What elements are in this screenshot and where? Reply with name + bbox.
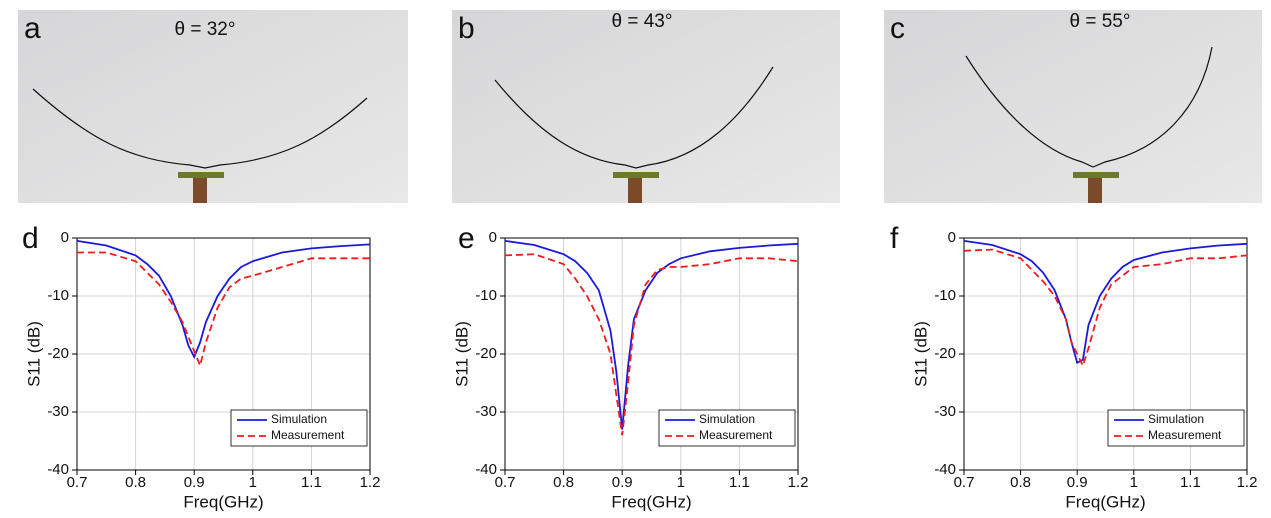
x-tick-label: 0.8 — [553, 474, 574, 491]
pcb — [178, 172, 224, 178]
connector — [1088, 178, 1102, 203]
legend-box — [658, 409, 796, 447]
antenna-wire — [494, 66, 774, 169]
legend-label: Simulation — [699, 412, 755, 426]
photo-b: b θ = 43° — [452, 10, 840, 203]
x-tick-label: 1 — [1130, 474, 1138, 491]
legend-box — [230, 409, 368, 447]
y-tick-label: -10 — [475, 287, 497, 304]
x-tick-label: 1.1 — [301, 474, 322, 491]
photo-background — [452, 10, 840, 203]
x-tick-label: 0.7 — [954, 474, 975, 491]
legend-label: Simulation — [1148, 412, 1204, 426]
legend-label: Measurement — [1148, 428, 1222, 442]
series-line — [504, 240, 799, 430]
y-axis-label: S11 (dB) — [452, 321, 471, 387]
panel-label: f — [890, 222, 899, 255]
photo-background — [18, 10, 408, 203]
pcb — [613, 172, 659, 178]
photo-caption: θ = 55° — [1070, 11, 1131, 32]
x-tick-label: 1 — [249, 474, 257, 491]
y-tick-label: -10 — [934, 287, 956, 304]
x-tick-label: 0.7 — [67, 474, 88, 491]
series-line — [504, 253, 799, 436]
y-tick-label: -20 — [934, 345, 956, 362]
photo-background — [884, 10, 1262, 203]
series-line — [76, 240, 371, 360]
y-tick-label: -30 — [475, 403, 497, 420]
photo-caption: θ = 43° — [612, 11, 673, 32]
antenna-wire — [965, 46, 1213, 168]
series-line — [963, 248, 1248, 368]
x-axis-label: Freq(GHz) — [1065, 492, 1145, 511]
panel-label: b — [458, 12, 475, 45]
plot-frame — [76, 237, 371, 471]
connector — [628, 178, 642, 203]
x-tick-label: 0.7 — [495, 474, 516, 491]
legend-label: Simulation — [271, 412, 327, 426]
x-tick-label: 1.1 — [729, 474, 750, 491]
connector — [193, 178, 207, 203]
x-tick-label: 0.9 — [612, 474, 633, 491]
y-tick-label: -40 — [934, 461, 956, 478]
x-tick-label: 1 — [677, 474, 685, 491]
y-tick-label: -30 — [47, 403, 69, 420]
x-tick-label: 1.2 — [1237, 474, 1258, 491]
y-tick-label: -10 — [47, 287, 69, 304]
x-tick-label: 0.9 — [1067, 474, 1088, 491]
x-tick-label: 0.9 — [184, 474, 205, 491]
y-axis-label: S11 (dB) — [24, 321, 43, 387]
chart: e 0.7 0.8 0.9 1 1.1 1.2 -40 -30 -20 -10 0 Freq(GHz) S… — [452, 222, 808, 512]
x-axis-label: Freq(GHz) — [611, 492, 691, 511]
x-tick-label: 1.1 — [1180, 474, 1201, 491]
x-tick-label: 1.2 — [788, 474, 809, 491]
photo-caption: θ = 32° — [175, 19, 236, 40]
chart: f 0.7 0.8 0.9 1 1.1 1.2 -40 -30 -20 -10 0 Freq(GHz) S… — [890, 222, 1257, 512]
series-line — [77, 251, 370, 369]
y-tick-label: -40 — [475, 461, 497, 478]
y-tick-label: -30 — [934, 403, 956, 420]
x-axis-label: Freq(GHz) — [183, 492, 263, 511]
y-tick-label: -20 — [47, 345, 69, 362]
photo-a: a θ = 32° — [18, 10, 408, 203]
legend-label: Measurement — [699, 428, 773, 442]
legend-box — [1107, 409, 1245, 447]
pcb — [1073, 172, 1119, 178]
plot-frame — [504, 237, 799, 471]
x-tick-label: 1.2 — [360, 474, 381, 491]
y-axis-label: S11 (dB) — [911, 321, 930, 387]
y-tick-label: 0 — [61, 229, 69, 246]
panel-label: c — [890, 12, 905, 45]
y-tick-label: 0 — [489, 229, 497, 246]
legend-label: Measurement — [271, 428, 345, 442]
y-tick-label: 0 — [948, 229, 956, 246]
panel-label: e — [458, 222, 475, 255]
antenna-wire — [32, 88, 368, 169]
plot-frame — [963, 237, 1248, 471]
panel-label: a — [24, 12, 41, 45]
x-tick-label: 0.8 — [125, 474, 146, 491]
x-tick-label: 0.8 — [1010, 474, 1031, 491]
photo-c: c θ = 55° — [884, 10, 1262, 203]
y-tick-label: -40 — [47, 461, 69, 478]
panel-label: d — [22, 222, 39, 255]
series-line — [963, 240, 1248, 364]
y-tick-label: -20 — [475, 345, 497, 362]
chart: d 0.7 0.8 0.9 1 1.1 1.2 -40 -30 -20 -10 0 Freq(GHz) S… — [22, 222, 380, 512]
